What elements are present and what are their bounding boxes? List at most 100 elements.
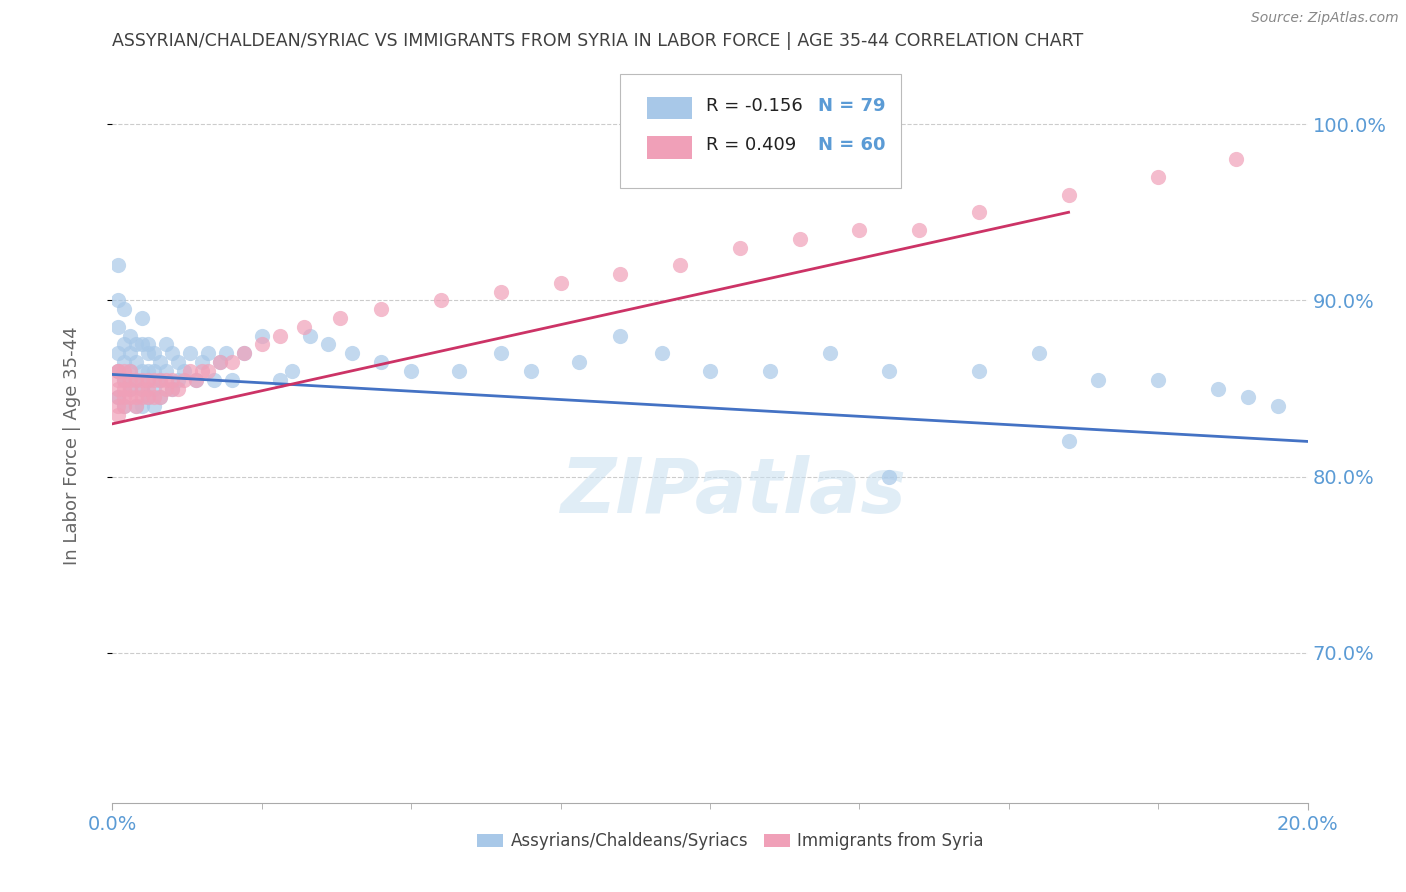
Point xyxy=(298,328,321,343)
Point xyxy=(155,364,177,378)
Text: N = 60: N = 60 xyxy=(818,136,886,154)
Point xyxy=(449,364,471,378)
Point xyxy=(1028,346,1050,360)
Point xyxy=(125,337,148,351)
Text: ZIPatlas: ZIPatlas xyxy=(561,455,907,529)
Text: Immigrants from Syria: Immigrants from Syria xyxy=(797,832,984,850)
FancyBboxPatch shape xyxy=(477,834,503,847)
Point xyxy=(848,223,870,237)
Point xyxy=(143,390,166,404)
Point xyxy=(107,373,129,387)
Point xyxy=(114,373,135,387)
Text: R = -0.156: R = -0.156 xyxy=(706,97,803,115)
Point xyxy=(120,390,142,404)
Point xyxy=(370,302,392,317)
Point xyxy=(114,355,135,369)
Point xyxy=(143,373,166,387)
Point xyxy=(1225,153,1247,167)
Point xyxy=(340,346,363,360)
Point xyxy=(520,364,543,378)
Point xyxy=(107,346,129,360)
Point xyxy=(138,373,160,387)
FancyBboxPatch shape xyxy=(647,136,692,159)
Point xyxy=(162,382,183,396)
Point xyxy=(191,364,214,378)
Point xyxy=(143,364,166,378)
Point xyxy=(186,373,208,387)
Point xyxy=(250,328,273,343)
Point xyxy=(114,373,135,387)
Point xyxy=(221,355,243,369)
Point xyxy=(1267,399,1289,413)
Point xyxy=(609,328,631,343)
Text: N = 79: N = 79 xyxy=(818,97,886,115)
Point xyxy=(125,399,148,413)
Point xyxy=(155,382,177,396)
Point xyxy=(114,382,135,396)
Point xyxy=(202,373,225,387)
Point xyxy=(143,382,166,396)
Point xyxy=(651,346,673,360)
Point xyxy=(131,373,153,387)
Point xyxy=(233,346,256,360)
Point xyxy=(233,346,256,360)
Point xyxy=(179,364,201,378)
Point xyxy=(143,399,166,413)
Point xyxy=(489,285,512,299)
Point xyxy=(568,355,591,369)
Point xyxy=(107,258,129,272)
Point xyxy=(281,364,304,378)
Point xyxy=(120,382,142,396)
Point xyxy=(167,382,190,396)
Point xyxy=(329,311,352,326)
Point xyxy=(967,364,990,378)
Point xyxy=(316,337,339,351)
Point xyxy=(138,390,160,404)
Point xyxy=(1147,373,1170,387)
Point xyxy=(162,346,183,360)
Point xyxy=(818,346,841,360)
Point xyxy=(114,302,135,317)
Point xyxy=(107,382,129,396)
Point xyxy=(125,390,148,404)
Point xyxy=(728,240,751,254)
Text: R = 0.409: R = 0.409 xyxy=(706,136,797,154)
Point xyxy=(292,319,315,334)
Point xyxy=(125,399,148,413)
Point xyxy=(131,311,153,326)
Point xyxy=(149,373,172,387)
Point xyxy=(114,337,135,351)
Point xyxy=(131,390,153,404)
Point xyxy=(167,355,190,369)
Point xyxy=(1206,382,1229,396)
Point xyxy=(908,223,931,237)
Point xyxy=(131,382,153,396)
Point xyxy=(138,382,160,396)
Point xyxy=(114,364,135,378)
Point xyxy=(120,346,142,360)
Point xyxy=(107,408,129,422)
Text: In Labor Force | Age 35-44: In Labor Force | Age 35-44 xyxy=(63,326,82,566)
Point xyxy=(149,390,172,404)
Point xyxy=(107,364,129,378)
Point xyxy=(197,364,219,378)
Point xyxy=(149,373,172,387)
Point xyxy=(120,328,142,343)
Point xyxy=(879,469,901,483)
Point xyxy=(173,364,195,378)
Point xyxy=(143,346,166,360)
Point xyxy=(138,346,160,360)
Point xyxy=(1087,373,1109,387)
Point xyxy=(430,293,453,308)
Point xyxy=(609,267,631,281)
Point xyxy=(114,399,135,413)
Point xyxy=(120,364,142,378)
Point xyxy=(669,258,692,272)
Point xyxy=(138,373,160,387)
Text: ASSYRIAN/CHALDEAN/SYRIAC VS IMMIGRANTS FROM SYRIA IN LABOR FORCE | AGE 35-44 COR: ASSYRIAN/CHALDEAN/SYRIAC VS IMMIGRANTS F… xyxy=(112,32,1084,50)
Point xyxy=(125,373,148,387)
Point xyxy=(107,390,129,404)
Point xyxy=(131,364,153,378)
Point xyxy=(1057,187,1080,202)
Point xyxy=(1237,390,1260,404)
